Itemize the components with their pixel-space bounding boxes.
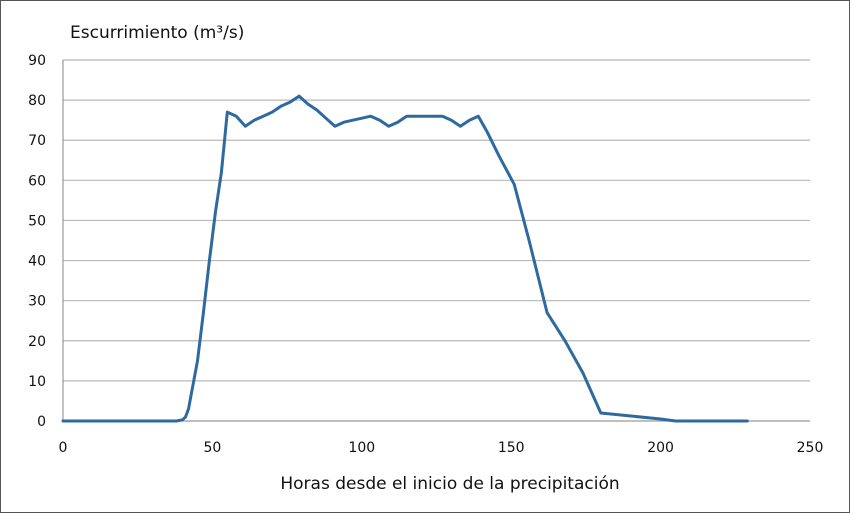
y-tick-label: 0 [37, 414, 46, 430]
y-tick-labels: 0 10 20 30 40 50 60 70 80 90 [28, 53, 46, 430]
gridlines [63, 59, 810, 382]
y-tick-label: 30 [28, 294, 46, 310]
x-tick-label: 250 [797, 440, 824, 456]
x-tick-label: 50 [203, 440, 221, 456]
x-tick-label: 100 [348, 440, 375, 456]
y-tick-label: 90 [28, 53, 46, 69]
y-tick-label: 20 [28, 334, 46, 350]
y-tick-label: 80 [28, 93, 46, 109]
x-tick-label: 150 [498, 440, 525, 456]
axes [62, 60, 810, 422]
x-tick-label: 200 [647, 440, 674, 456]
y-tick-label: 70 [28, 133, 46, 149]
y-axis-title: Escurrimiento (m³/s) [70, 23, 244, 43]
series-layer [61, 94, 749, 423]
y-tick-label: 60 [28, 173, 46, 189]
y-tick-label: 10 [28, 374, 46, 390]
x-tick-labels: 0 50 100 150 200 250 [59, 440, 824, 456]
x-tick-label: 0 [59, 440, 68, 456]
x-axis-title: Horas desde el inicio de la precipitació… [280, 474, 619, 494]
y-tick-label: 50 [28, 213, 46, 229]
y-tick-label: 40 [28, 254, 46, 270]
series-line [61, 94, 749, 423]
